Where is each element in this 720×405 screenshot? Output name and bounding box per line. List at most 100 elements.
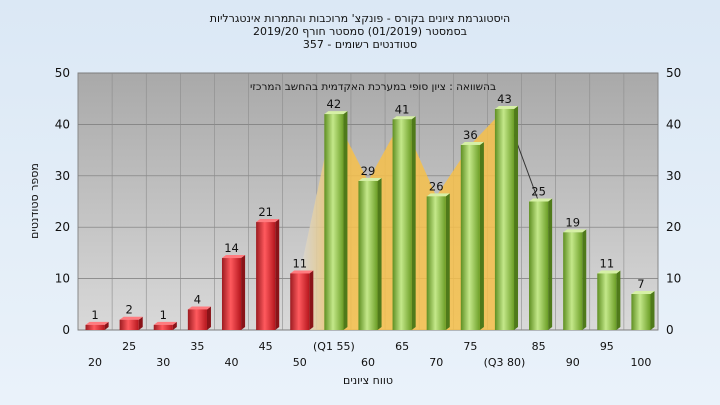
y-tick-label-left: 20 — [55, 220, 70, 234]
bar-value-label: 14 — [224, 241, 239, 255]
chart-title-line-1: היסטוגרמת ציונים בקורס - פונקצ' מרוכבות … — [209, 12, 511, 25]
bar-top — [597, 270, 621, 274]
bar-side — [275, 219, 280, 330]
bar-top — [631, 291, 655, 295]
y-tick-label-left: 30 — [55, 169, 70, 183]
bar — [119, 319, 139, 330]
bar — [597, 273, 617, 330]
bar-side — [309, 270, 314, 330]
y-tick-label-left: 10 — [55, 272, 70, 286]
x-tick-label: (Q3 80) — [484, 356, 526, 369]
bar-value-label: 7 — [637, 277, 644, 291]
bar-top — [85, 321, 109, 325]
bar — [631, 294, 651, 330]
bar-value-label: 42 — [327, 97, 342, 111]
bar-value-label: 1 — [91, 308, 98, 322]
bar — [290, 273, 310, 330]
bar-value-label: 25 — [531, 185, 546, 199]
bar-value-label: 41 — [395, 102, 410, 116]
bar-value-label: 21 — [258, 205, 273, 219]
bar-top — [119, 316, 143, 320]
comparison-annotation: בהשוואה : ציון סופי במערכת האקדמית בהחשב… — [250, 81, 496, 93]
bar-top — [529, 198, 553, 202]
bar — [494, 108, 515, 330]
x-axis-label: טווח ציונים — [343, 374, 393, 387]
bar-value-label: 19 — [565, 215, 580, 229]
bar-value-label: 43 — [497, 92, 512, 106]
bar — [187, 309, 207, 330]
bar-value-label: 1 — [160, 308, 167, 322]
bar-side — [616, 270, 621, 330]
x-tick-label: 35 — [190, 340, 204, 353]
bar-value-label: 26 — [429, 179, 444, 193]
bar-value-label: 11 — [600, 256, 615, 270]
x-tick-label: 45 — [259, 340, 273, 353]
x-tick-label: 65 — [395, 340, 409, 353]
y-axis-label: מספר סטודנטים — [28, 163, 41, 239]
y-tick-label-right: 10 — [666, 272, 681, 286]
bar — [392, 119, 412, 330]
bar-top — [494, 105, 519, 109]
bar-side — [377, 177, 382, 330]
bar-side — [445, 193, 450, 330]
bar-value-label: 4 — [194, 292, 201, 306]
x-tick-label: 85 — [532, 340, 546, 353]
y-tick-label-left: 0 — [62, 323, 70, 337]
y-tick-label-right: 30 — [666, 169, 681, 183]
bar — [358, 180, 378, 330]
bar-top — [392, 116, 416, 120]
bar-value-label: 36 — [463, 128, 478, 142]
bar-top — [153, 321, 177, 325]
y-tick-label-right: 0 — [666, 323, 674, 337]
bar — [529, 201, 549, 330]
bar — [256, 222, 276, 330]
bar — [153, 324, 173, 330]
bar-side — [241, 255, 246, 330]
bar-side — [479, 141, 484, 330]
x-tick-label: (Q1 55) — [313, 340, 355, 353]
y-tick-label-right: 20 — [666, 220, 681, 234]
bar — [563, 232, 583, 330]
bar — [221, 258, 242, 330]
bar-top — [187, 306, 211, 310]
x-tick-label: 100 — [630, 356, 651, 369]
y-tick-label-right: 40 — [666, 117, 681, 131]
x-tick-label: 60 — [361, 356, 375, 369]
x-tick-label: 20 — [88, 356, 102, 369]
bar-value-label: 29 — [361, 164, 376, 178]
bar-top — [563, 229, 587, 233]
bar-value-label: 11 — [292, 256, 307, 270]
bar-top — [426, 193, 450, 197]
bar-top — [256, 219, 280, 223]
y-tick-label-left: 40 — [55, 117, 70, 131]
bar-side — [582, 229, 587, 330]
x-tick-label: 30 — [156, 356, 170, 369]
y-tick-label-left: 50 — [55, 66, 70, 80]
x-tick-label: 50 — [293, 356, 307, 369]
bar — [426, 196, 446, 330]
bar-side — [650, 291, 655, 330]
bar-top — [221, 255, 246, 259]
bar-side — [104, 321, 109, 330]
x-tick-label: 75 — [463, 340, 477, 353]
bar — [85, 324, 105, 330]
bar-top — [358, 177, 382, 181]
axes: 0 0 10 10 20 20 30 30 40 40 50 50 20 25 30 35 40 45 50 (Q1 … — [55, 66, 682, 369]
bar-side — [206, 306, 211, 330]
bar-side — [172, 321, 177, 330]
bar-top — [290, 270, 314, 274]
bar-top — [460, 141, 484, 145]
bar — [460, 144, 480, 330]
x-tick-label: 70 — [429, 356, 443, 369]
chart-title-line-3: סטודנטים רשומים - 357 — [302, 38, 418, 51]
bar-side — [548, 198, 553, 330]
x-tick-label: 90 — [566, 356, 580, 369]
bar-top — [324, 111, 348, 115]
bar-side — [138, 316, 143, 330]
x-tick-label: 40 — [225, 356, 239, 369]
bar — [324, 114, 344, 331]
bar-side — [514, 105, 519, 330]
